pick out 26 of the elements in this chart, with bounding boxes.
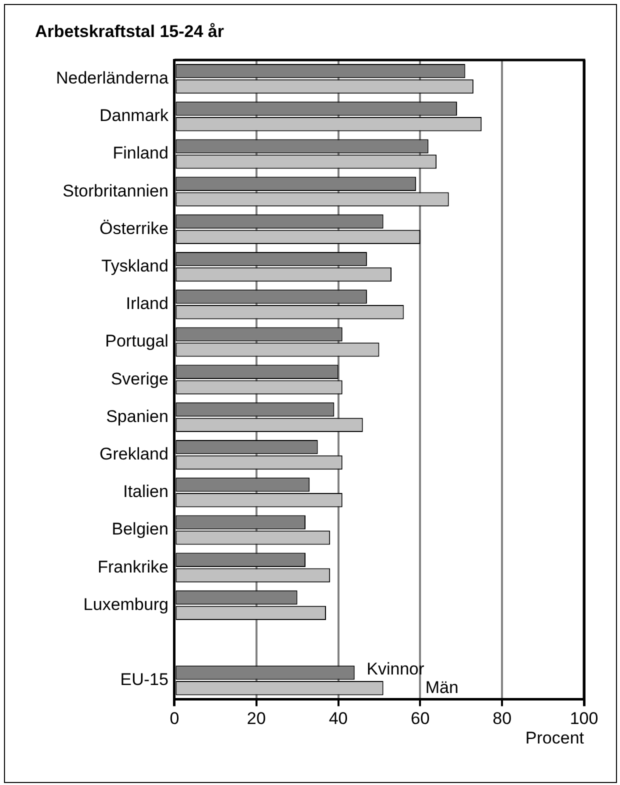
y-tick-label: Spanien bbox=[106, 406, 168, 426]
y-tick-label: EU-15 bbox=[120, 670, 168, 690]
y-tick-label: Österrike bbox=[100, 218, 168, 238]
x-tick-label: 80 bbox=[492, 709, 512, 728]
y-tick-label: Tyskland bbox=[101, 256, 168, 276]
x-tick-label: 20 bbox=[246, 709, 266, 728]
x-tick-label: 40 bbox=[328, 709, 348, 728]
y-tick-label: Luxemburg bbox=[83, 594, 168, 614]
y-tick-label: Danmark bbox=[100, 106, 169, 126]
y-tick-label: Storbritannien bbox=[62, 181, 168, 200]
x-tick-label: 60 bbox=[410, 709, 430, 728]
series-label: Kvinnor bbox=[366, 659, 425, 678]
y-tick-label: Portugal bbox=[105, 332, 168, 351]
y-tick-label: Nederländerna bbox=[56, 68, 170, 88]
y-tick-label: Belgien bbox=[112, 520, 168, 539]
text: Män bbox=[425, 678, 458, 697]
chart-title: Arbetskraftstal 15-24 år bbox=[35, 22, 224, 42]
y-tick-label: Italien bbox=[123, 482, 168, 502]
x-tick-label: 100 bbox=[570, 709, 598, 728]
y-tick-label: Frankrike bbox=[98, 557, 168, 576]
y-tick-label: Sverige bbox=[110, 369, 168, 388]
y-tick-label: Grekland bbox=[99, 444, 168, 464]
y-tick-label: Finland bbox=[112, 144, 168, 163]
x-tick-label: 0 bbox=[170, 709, 180, 728]
x-axis-title: Procent bbox=[525, 728, 584, 748]
y-tick-label: Irland bbox=[126, 294, 168, 314]
